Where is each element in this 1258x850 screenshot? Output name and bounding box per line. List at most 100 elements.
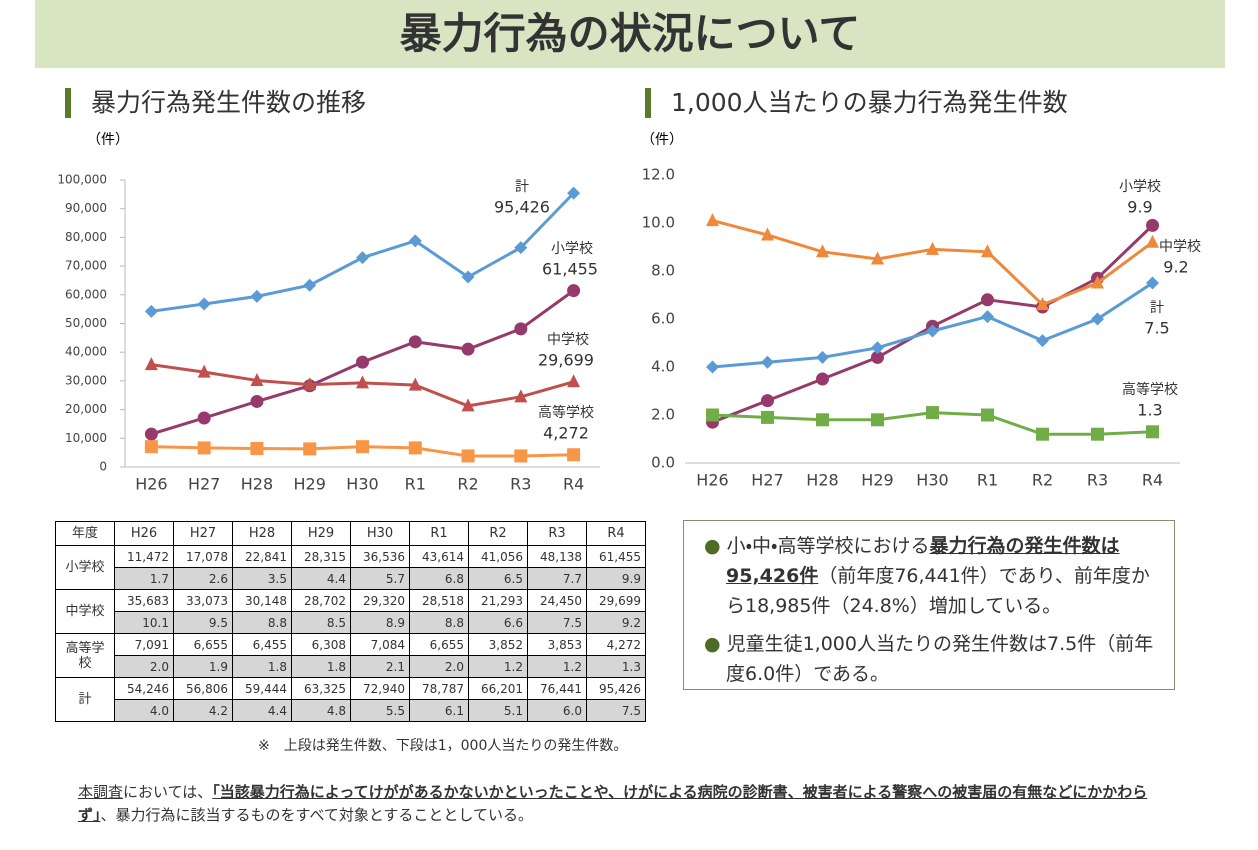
- marker: [514, 389, 528, 403]
- table-cell: 計: [55, 677, 115, 722]
- table-cell: 1.7: [114, 567, 174, 590]
- marker: [514, 241, 528, 255]
- table-row: 4.0 4.2 4.4 4.8 5.5 6.1 5.1 6.0 7.5: [56, 699, 646, 722]
- marker: [461, 270, 475, 284]
- table-cell: 1.8: [291, 655, 351, 678]
- marker: [1146, 234, 1159, 248]
- table-cell: 61,455: [586, 545, 646, 568]
- table-row: 計 54,246 56,806 59,444 63,325 72,940 78,787 66,…: [55, 677, 646, 722]
- table-cell: 35,683: [114, 589, 174, 612]
- marker: [871, 350, 884, 364]
- y-tick-label: 50,000: [65, 316, 107, 330]
- table-cell: 6.8: [409, 567, 469, 590]
- marker: [567, 374, 581, 388]
- y-tick-label: 2.0: [651, 406, 675, 424]
- marker: [303, 377, 317, 391]
- text-run: 小・中・高等学校における: [726, 535, 930, 557]
- table-cell: 8.9: [350, 611, 410, 634]
- x-tick-label: R2: [1032, 471, 1053, 490]
- x-tick-label: H29: [294, 475, 326, 494]
- marker: [981, 310, 994, 324]
- paragraph: 児童生徒1,000人当たりの発生件数は7.5件（前年度6.0件）である。: [704, 629, 1154, 689]
- x-tick-label: H28: [806, 471, 838, 490]
- table-cell: 4.4: [291, 567, 351, 590]
- marker: [408, 441, 422, 455]
- text-run: 児童生徒1,000人当たりの発生件数は7.5件（前年度6.0件）である。: [726, 633, 1154, 685]
- y-tick-label: 20,000: [65, 402, 107, 416]
- x-tick-label: R1: [405, 475, 426, 494]
- table-cell: 8.8: [409, 611, 469, 634]
- chart-title: 暴力行為発生件数の推移: [65, 88, 366, 118]
- x-tick-label: R1: [977, 471, 998, 490]
- table-cell: 7,084: [350, 633, 410, 656]
- table-cell: 2.0: [114, 655, 174, 678]
- marker: [197, 297, 211, 311]
- table-cell: 2.6: [173, 567, 233, 590]
- marker: [356, 355, 369, 369]
- table-cell: 1.2: [527, 655, 587, 678]
- marker: [871, 413, 884, 427]
- marker: [1036, 297, 1049, 311]
- table-cell: 1.9: [173, 655, 233, 678]
- table-cell: 48,138: [527, 545, 587, 568]
- y-tick-label: 4.0: [651, 358, 675, 376]
- table-cell: 6.1: [409, 699, 469, 722]
- table-cell: 1.2: [468, 655, 528, 678]
- paragraph: 小・中・高等学校における暴力行為の発生件数は95,426件（前年度76,441件…: [704, 531, 1154, 621]
- marker: [567, 186, 581, 200]
- y-tick-label: 12.0: [642, 166, 675, 184]
- table-cell: 4.0: [114, 699, 174, 722]
- page-title: 暴力行為の状況について: [35, 0, 1225, 68]
- marker: [567, 448, 581, 462]
- marker: [1036, 334, 1049, 348]
- table-cell: 66,201: [468, 677, 528, 700]
- table-cell: 29,699: [586, 589, 646, 612]
- marker: [981, 244, 994, 258]
- marker: [816, 350, 829, 364]
- x-tick-label: H27: [751, 471, 783, 490]
- marker: [706, 213, 719, 227]
- x-tick-label: R4: [563, 475, 584, 494]
- marker: [1146, 425, 1159, 439]
- table-cell: 95,426: [586, 677, 646, 700]
- marker: [356, 440, 369, 454]
- table-row: 1.7 2.6 3.5 4.4 5.7 6.8 6.5 7.7 9.9: [56, 567, 646, 590]
- marker: [816, 372, 829, 386]
- series-label: 中学校: [547, 332, 589, 348]
- table-cell: 28,702: [291, 589, 351, 612]
- series-label: 高等学校: [1122, 381, 1178, 398]
- marker: [250, 372, 264, 386]
- y-tick-label: 40,000: [65, 345, 107, 359]
- table-cell: 7.5: [586, 699, 646, 722]
- table-cell: 小学校: [55, 545, 115, 590]
- table-row: 10.1 9.5 8.8 8.5 8.9 8.8 6.6 7.5 9.2: [56, 611, 646, 634]
- x-tick-label: R3: [1087, 471, 1108, 490]
- table-cell: 29,320: [350, 589, 410, 612]
- table-cell: 4.4: [232, 699, 292, 722]
- table-cell: R2: [468, 521, 528, 546]
- table-row: 2.0 1.9 1.8 1.8 2.1 2.0 1.2 1.2 1.3: [56, 655, 646, 678]
- y-tick-label: 8.0: [651, 262, 675, 280]
- text-run: 「当該暴力行為によってけががあるかないかといったことや、けがによる病院の診断書、…: [78, 783, 1148, 824]
- table-cell: 6,308: [291, 633, 351, 656]
- marker: [461, 398, 475, 412]
- marker: [816, 413, 829, 427]
- marker: [408, 377, 422, 391]
- table-cell: 72,940: [350, 677, 410, 700]
- table-cell: 5.7: [350, 567, 410, 590]
- y-tick-label: 60,000: [65, 287, 107, 301]
- x-tick-label: H26: [696, 471, 728, 490]
- table-cell: 56,806: [173, 677, 233, 700]
- table-cell: 3.5: [232, 567, 292, 590]
- marker: [1036, 427, 1049, 441]
- table-cell: H26: [114, 521, 174, 546]
- marker: [926, 324, 939, 338]
- marker: [514, 322, 528, 336]
- table-cell: 9.2: [586, 611, 646, 634]
- x-tick-label: R4: [1142, 471, 1163, 490]
- data-label: 7.5: [1144, 319, 1169, 338]
- y-unit: （件）: [87, 132, 129, 148]
- x-tick-label: H26: [135, 475, 167, 494]
- series-label: 高等学校: [538, 404, 594, 421]
